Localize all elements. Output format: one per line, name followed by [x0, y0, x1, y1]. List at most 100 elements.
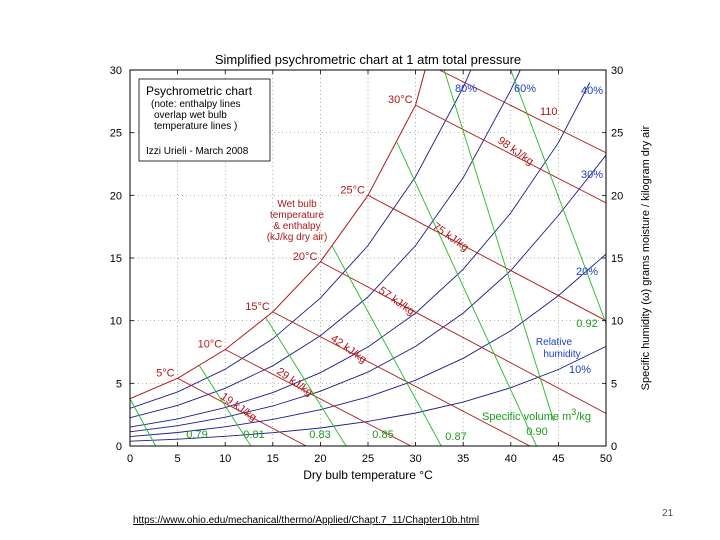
specific-volume-label: 0.79	[186, 429, 207, 441]
x-tick-label: 50	[600, 453, 612, 465]
rh-curve	[130, 70, 521, 419]
info-box-note-1: (note: enthalpy lines	[151, 99, 241, 110]
wet-bulb-label-1: Wet bulb	[277, 199, 317, 210]
specific-volume-label: 0.81	[243, 429, 264, 441]
source-url-link[interactable]: https://www.ohio.edu/mechanical/thermo/A…	[133, 515, 480, 526]
wet-bulb-line	[367, 194, 606, 322]
x-tick-label: 15	[267, 453, 279, 465]
rh-curve	[130, 82, 591, 428]
specific-volume-line	[265, 317, 347, 446]
wet-bulb-label-2: temperature	[270, 210, 324, 221]
wet-bulb-line	[320, 261, 606, 414]
y-tick-label-right: 20	[611, 190, 623, 202]
rh-curve	[130, 253, 606, 438]
grid-lines	[130, 70, 606, 446]
y-tick-label-right: 30	[611, 65, 623, 77]
y-tick-label: 10	[110, 316, 122, 328]
x-tick-label: 25	[362, 453, 374, 465]
specific-volume-sup: 3	[571, 407, 576, 417]
wet-bulb-line	[272, 311, 531, 446]
rh-curve	[130, 154, 606, 433]
wet-bulb-line	[415, 104, 606, 204]
specific-volume-lines	[130, 70, 606, 446]
page-number: 21	[662, 508, 674, 519]
y-tick-label: 25	[110, 128, 122, 140]
info-box-frame	[138, 78, 271, 162]
chart-title: Simplified psychrometric chart at 1 atm …	[215, 52, 521, 67]
saturation-curve-path	[130, 70, 426, 400]
specific-volume-annotation: Specific volume m3/kg	[482, 407, 591, 423]
wet-bulb-line	[439, 70, 606, 154]
x-axis-label: Dry bulb temperature °C	[303, 468, 433, 482]
specific-volume-line	[199, 365, 252, 446]
y-tick-label: 20	[110, 190, 122, 202]
rh-annotation-2: humidity	[543, 349, 580, 360]
specific-volume-tail: /kg	[576, 411, 591, 423]
y-tick-label-right: 15	[611, 253, 623, 265]
y-tick-label-right: 25	[611, 128, 623, 140]
rh-label: 30%	[581, 169, 603, 181]
wet-bulb-temp-label: 30°C	[388, 94, 413, 106]
specific-volume-text: Specific volume m	[482, 411, 571, 423]
specific-volume-label: 0.90	[526, 426, 547, 438]
y-tick-label: 5	[116, 378, 122, 390]
specific-volume-label: 0.92	[576, 318, 597, 330]
specific-volume-label: 0.85	[372, 429, 393, 441]
relative-humidity-annotation: Relative humidity	[536, 337, 581, 360]
rh-label: 80%	[455, 83, 477, 95]
y-tick-label: 15	[110, 253, 122, 265]
specific-volume-label: 0.83	[309, 429, 330, 441]
info-box: Psychrometric chart (note: enthalpy line…	[138, 78, 271, 162]
info-box-note-3: temperature lines )	[154, 121, 237, 132]
x-tick-label: 5	[175, 453, 181, 465]
enthalpy-label: 75 kJ/kg	[430, 221, 470, 254]
enthalpy-label: 110	[540, 106, 558, 118]
wet-bulb-temp-label: 20°C	[293, 251, 318, 263]
rh-curve	[130, 70, 472, 409]
wet-bulb-label-4: (kJ/kg dry air)	[267, 232, 328, 243]
wet-bulb-label-3: & enthalpy	[273, 221, 320, 232]
enthalpy-label: 57 kJ/kg	[376, 285, 416, 318]
y-tick-label-right: 0	[611, 441, 617, 453]
rh-curve	[130, 345, 606, 442]
rh-label: 20%	[576, 266, 598, 278]
specific-volume-line	[510, 70, 606, 324]
rh-label: 40%	[581, 85, 603, 97]
y-tick-label-right: 5	[611, 378, 617, 390]
wet-bulb-annotation: Wet bulb temperature & enthalpy (kJ/kg d…	[267, 199, 328, 243]
wet-bulb-line	[224, 349, 412, 446]
wet-bulb-lines	[177, 70, 606, 446]
enthalpy-label: 98 kJ/kg	[495, 135, 535, 168]
y-tick-label: 30	[110, 65, 122, 77]
y-tick-label: 0	[116, 441, 122, 453]
x-tick-label: 30	[409, 453, 421, 465]
specific-volume-line	[331, 245, 442, 446]
y-tick-label-right: 10	[611, 316, 623, 328]
enthalpy-label: 42 kJ/kg	[328, 333, 368, 366]
wet-bulb-temp-label: 15°C	[245, 301, 270, 313]
enthalpy-label: 19 kJ/kg	[218, 391, 258, 424]
saturation-curve	[130, 70, 426, 400]
info-box-note-2: overlap wet bulb	[154, 110, 227, 121]
enthalpy-label: 29 kJ/kg	[274, 366, 314, 399]
info-box-title: Psychrometric chart	[146, 84, 253, 98]
rh-label: 60%	[514, 83, 536, 95]
x-tick-label: 35	[457, 453, 469, 465]
relative-humidity-lines	[130, 70, 606, 442]
rh-annotation-1: Relative	[536, 337, 573, 348]
x-tick-label: 40	[505, 453, 517, 465]
x-tick-label: 0	[127, 453, 133, 465]
wet-bulb-line	[177, 377, 307, 446]
wet-bulb-temp-label: 25°C	[340, 184, 365, 196]
x-tick-label: 20	[314, 453, 326, 465]
specific-volume-line	[130, 398, 157, 446]
specific-volume-label: 0.87	[445, 431, 466, 443]
x-tick-label: 10	[219, 453, 231, 465]
specific-volume-line	[396, 141, 537, 446]
x-tick-label: 45	[552, 453, 564, 465]
specific-volume-line	[443, 70, 555, 422]
info-box-author: Izzi Urieli - March 2008	[146, 146, 249, 157]
wet-bulb-temp-label: 5°C	[156, 367, 175, 379]
